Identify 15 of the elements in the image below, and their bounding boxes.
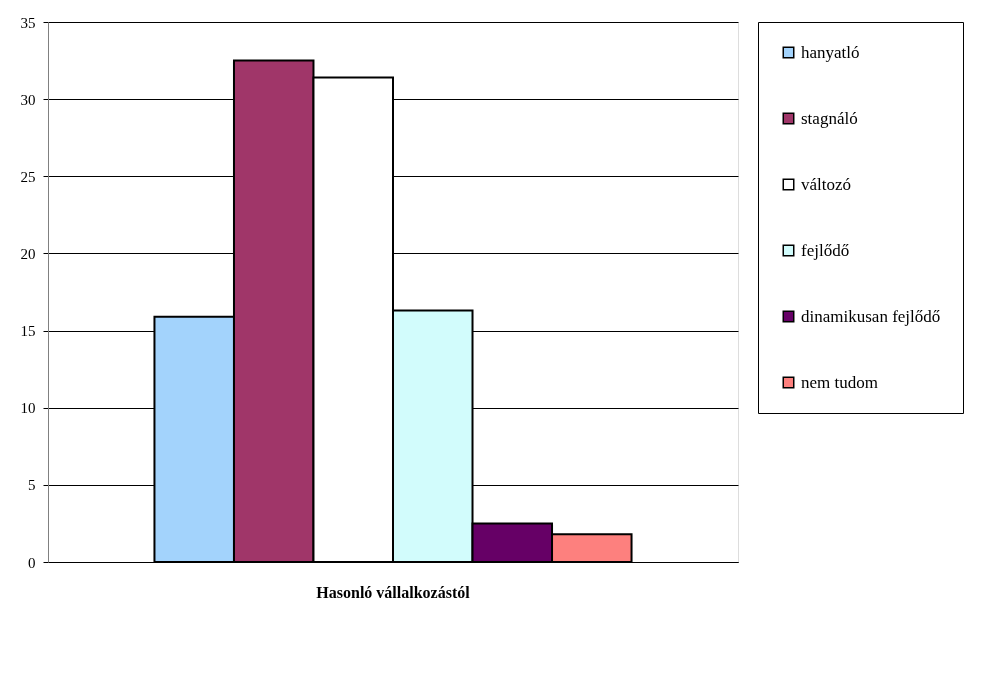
y-tick-label: 20 <box>20 245 36 262</box>
legend-label: változó <box>801 174 852 194</box>
y-tick-label: 0 <box>28 554 36 571</box>
legend-label: fejlődő <box>801 240 850 260</box>
y-tick-label: 35 <box>20 14 36 31</box>
y-tick-label: 10 <box>20 400 36 417</box>
x-tick-label: Hasonló vállalkozástól <box>316 583 471 601</box>
legend-label: dinamikusan fejlődő <box>801 306 941 326</box>
legend-label: hanyatló <box>801 42 860 62</box>
legend-label: nem tudom <box>801 372 878 392</box>
y-tick-label: 30 <box>20 91 36 108</box>
y-tick-label: 5 <box>28 477 36 494</box>
y-tick-label: 15 <box>20 323 36 340</box>
y-tick-label: 25 <box>20 168 36 185</box>
legend-label: stagnáló <box>801 108 858 128</box>
